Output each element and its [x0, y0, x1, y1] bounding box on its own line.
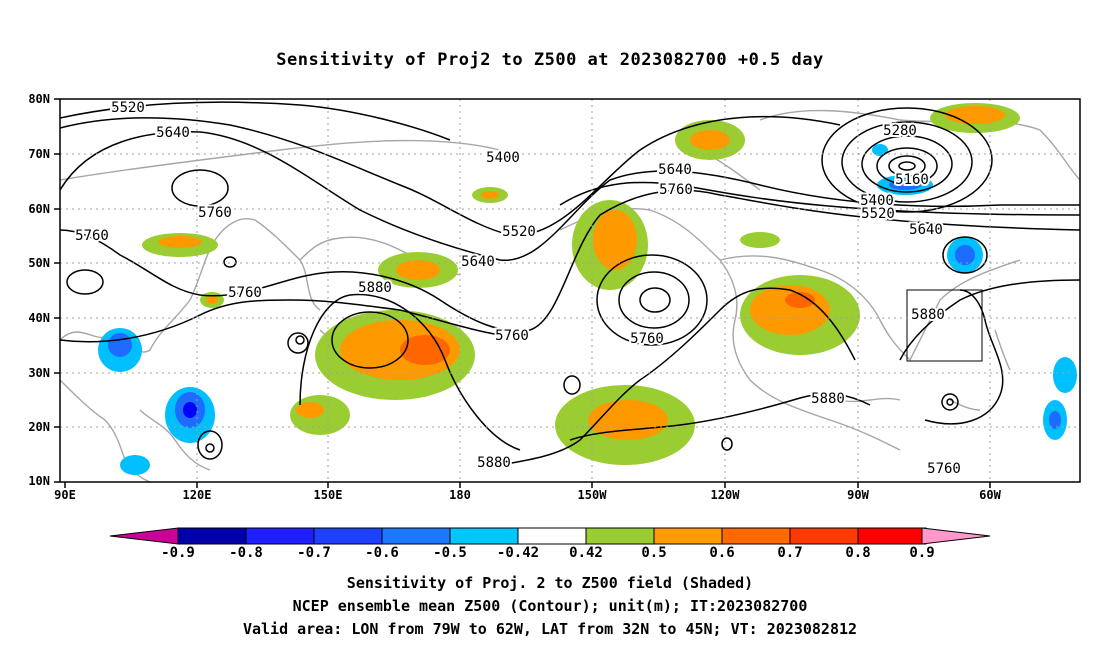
contour-label: 5880 [358, 280, 392, 296]
colorbar-label: 0.6 [709, 545, 735, 561]
contour-label: 5640 [461, 254, 495, 270]
contour-label: 5760 [659, 182, 693, 198]
contour-label: 5880 [911, 307, 945, 323]
caption-valid-area: Valid area: LON from 79W to 62W, LAT fro… [242, 620, 858, 638]
colorbar-label: -0.8 [229, 545, 263, 561]
contour-label: 5520 [111, 100, 145, 116]
colorbar [109, 527, 991, 545]
contour-label: 5280 [883, 123, 917, 139]
colorbar-label: -0.9 [161, 545, 195, 561]
caption-shading: Sensitivity of Proj. 2 to Z500 field (Sh… [346, 574, 754, 592]
lon-label: 90E [54, 488, 76, 502]
lat-label: 10N [28, 474, 50, 488]
contour-label: 5520 [502, 224, 536, 240]
contour-label: 5760 [630, 331, 664, 347]
valid-area-box [906, 289, 983, 362]
contour-label: 5520 [861, 206, 895, 222]
contour-label: 5160 [895, 172, 929, 188]
colorbar-label: -0.6 [365, 545, 399, 561]
contour-label: 5880 [477, 455, 511, 471]
grid-lines [60, 99, 1080, 482]
lon-label: 120E [182, 488, 212, 502]
colorbar-cell [585, 527, 655, 545]
colorbar-label: -0.42 [496, 545, 540, 561]
sensitivity-shading [98, 103, 1077, 475]
colorbar-label: 0.7 [777, 545, 803, 561]
contour-label: 5760 [927, 461, 961, 477]
lon-label: 120W [710, 488, 740, 502]
colorbar-label: -0.5 [433, 545, 467, 561]
colorbar-cell [381, 527, 451, 545]
lat-label: 80N [28, 92, 50, 106]
contour-label: 5640 [156, 125, 190, 141]
colorbar-cell [653, 527, 723, 545]
lat-label: 50N [28, 256, 50, 270]
colorbar-cell [517, 527, 587, 545]
colorbar-end-low [109, 527, 179, 545]
lon-label: 60W [979, 488, 1001, 502]
colorbar-cell [857, 527, 927, 545]
colorbar-cell [245, 527, 315, 545]
lon-label: 150W [577, 488, 607, 502]
chart-title: Sensitivity of Proj2 to Z500 at 20230827… [276, 50, 824, 70]
caption-contour: NCEP ensemble mean Z500 (Contour); unit(… [292, 597, 808, 615]
colorbar-cell [721, 527, 791, 545]
lat-label: 20N [28, 420, 50, 434]
contour-label: 5880 [811, 391, 845, 407]
contour-label: 5760 [198, 205, 232, 221]
contour-label: 5640 [658, 162, 692, 178]
colorbar-label: 0.9 [909, 545, 935, 561]
contour-labels: 5520564054005760576052805160540055205640… [73, 98, 963, 479]
colorbar-label: 0.5 [641, 545, 667, 561]
colorbar-label: 0.42 [569, 545, 603, 561]
colorbar-cell [313, 527, 383, 545]
tick-marks [54, 98, 991, 488]
colorbar-cell [449, 527, 519, 545]
colorbar-cell [177, 527, 247, 545]
lon-label: 90W [847, 488, 869, 502]
positive-shading [142, 103, 1020, 465]
lon-label: 180 [449, 488, 471, 502]
contour-label: 5400 [486, 150, 520, 166]
negative-shading [98, 144, 1077, 475]
colorbar-label: 0.8 [845, 545, 871, 561]
lat-label: 60N [28, 202, 50, 216]
contour-label: 5640 [909, 222, 943, 238]
lat-label: 70N [28, 147, 50, 161]
lon-label: 150E [313, 488, 343, 502]
map-frame [59, 98, 1081, 483]
contour-label: 5760 [495, 328, 529, 344]
colorbar-end-high [921, 527, 991, 545]
contour-label: 5760 [75, 228, 109, 244]
colorbar-cell [789, 527, 859, 545]
contour-label: 5400 [860, 193, 894, 209]
lat-label: 40N [28, 311, 50, 325]
contour-label: 5760 [228, 285, 262, 301]
z500-contours [60, 101, 1080, 466]
colorbar-label: -0.7 [297, 545, 331, 561]
lat-label: 30N [28, 366, 50, 380]
